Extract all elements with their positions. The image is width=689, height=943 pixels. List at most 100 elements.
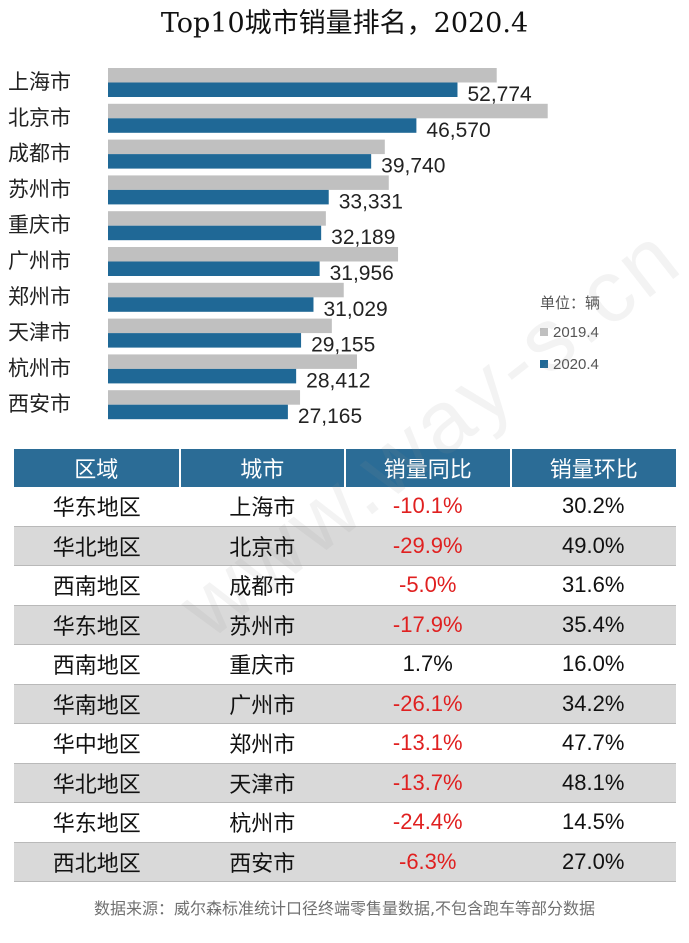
category-label: 西安市: [8, 392, 71, 416]
city-cell: 成都市: [179, 565, 345, 606]
region-cell: 西南地区: [14, 565, 180, 606]
mom-cell: 27.0%: [510, 842, 676, 882]
yoy-cell: 1.7%: [345, 644, 511, 685]
city-cell: 郑州市: [179, 723, 345, 764]
legend-label-2019: 2019.4: [553, 324, 599, 341]
bar-chart: 上海市 52,774 北京市 46,570 成都市 39,740 苏州市 33,331 重庆市 3…: [8, 68, 600, 428]
legend-swatch-2019: [540, 328, 548, 336]
bar-2019: [108, 354, 357, 369]
yoy-cell: -5.0%: [345, 565, 511, 606]
value-label: 33,331: [339, 190, 403, 213]
region-cell: 华东地区: [14, 605, 180, 645]
region-cell: 华中地区: [14, 723, 180, 764]
yoy-cell: -29.9%: [345, 526, 511, 566]
mom-cell: 30.2%: [510, 487, 676, 527]
mom-cell: 16.0%: [510, 644, 676, 685]
city-cell: 上海市: [179, 487, 345, 527]
bar-2019: [108, 68, 497, 83]
region-cell: 华东地区: [14, 802, 180, 843]
city-cell: 苏州市: [179, 605, 345, 645]
city-cell: 北京市: [179, 526, 345, 566]
city-cell: 广州市: [179, 684, 345, 724]
yoy-cell: -24.4%: [345, 802, 511, 843]
bar-2019: [108, 211, 326, 226]
region-cell: 华北地区: [14, 526, 180, 566]
yoy-cell: -10.1%: [345, 487, 511, 527]
mom-cell: 35.4%: [510, 605, 676, 645]
category-label: 北京市: [8, 106, 71, 130]
city-cell: 重庆市: [179, 644, 345, 685]
sales-table: 区域 城市 销量同比 销量环比 华东地区 上海市 -10.1% 30.2% 华北地区 北京…: [14, 449, 676, 882]
category-label: 郑州市: [8, 285, 71, 309]
category-label: 杭州市: [8, 356, 71, 380]
header-mom: 销量环比: [509, 449, 676, 487]
bar-2019: [108, 139, 385, 155]
table-row: 西北地区 西安市 -6.3% 27.0%: [14, 842, 676, 882]
bar-2019: [108, 282, 344, 298]
city-cell: 杭州市: [179, 802, 345, 843]
table-row: 华中地区 郑州市 -13.1% 47.7%: [14, 723, 676, 764]
mom-cell: 48.1%: [510, 763, 676, 803]
category-label: 成都市: [8, 142, 71, 166]
value-label: 27,165: [298, 405, 362, 428]
yoy-cell: -13.7%: [345, 763, 511, 803]
category-label: 上海市: [8, 70, 71, 94]
header-region: 区域: [14, 449, 180, 487]
header-yoy: 销量同比: [344, 449, 511, 487]
mom-cell: 34.2%: [510, 684, 676, 724]
city-cell: 西安市: [179, 842, 345, 882]
bar-2020: [108, 154, 372, 169]
region-cell: 西南地区: [14, 644, 180, 685]
bar-2020: [108, 297, 314, 312]
bar-2019: [108, 247, 399, 262]
category-label: 苏州市: [8, 177, 71, 201]
bar-2020: [108, 189, 329, 205]
region-cell: 西北地区: [14, 842, 180, 882]
bar-2020: [108, 118, 417, 133]
value-label: 32,189: [331, 226, 395, 249]
table-row: 华北地区 天津市 -13.7% 48.1%: [14, 763, 676, 803]
value-label: 39,740: [381, 155, 445, 178]
mom-cell: 49.0%: [510, 526, 676, 566]
yoy-cell: -6.3%: [345, 842, 511, 882]
table-row: 西南地区 重庆市 1.7% 16.0%: [14, 644, 676, 685]
bar-2020: [108, 82, 458, 97]
value-label: 52,774: [467, 83, 532, 106]
chart-title: Top10城市销量排名，2020.4: [160, 8, 529, 39]
table-row: 华东地区 杭州市 -24.4% 14.5%: [14, 802, 676, 843]
bar-2020: [108, 404, 288, 420]
value-label: 29,155: [311, 334, 375, 357]
unit-label: 单位：辆: [540, 295, 600, 312]
legend-swatch-2020: [540, 360, 548, 368]
yoy-cell: -13.1%: [345, 723, 511, 764]
value-label: 31,956: [330, 262, 394, 285]
table-row: 华北地区 北京市 -29.9% 49.0%: [14, 526, 676, 566]
region-cell: 华北地区: [14, 763, 180, 803]
table-row: 西南地区 成都市 -5.0% 31.6%: [14, 565, 676, 606]
value-label: 31,029: [323, 298, 387, 321]
header-city: 城市: [178, 449, 345, 487]
value-label: 46,570: [426, 119, 490, 142]
yoy-cell: -26.1%: [345, 684, 511, 724]
legend-label-2020: 2020.4: [553, 356, 599, 373]
region-cell: 华东地区: [14, 487, 180, 527]
bar-2019: [108, 175, 389, 190]
bar-2020: [108, 261, 320, 276]
bar-2019: [108, 318, 332, 334]
bar-2019: [108, 390, 301, 405]
table-body: 华东地区 上海市 -10.1% 30.2% 华北地区 北京市 -29.9% 49.0% 西南地区…: [14, 487, 676, 882]
mom-cell: 31.6%: [510, 565, 676, 606]
mom-cell: 47.7%: [510, 723, 676, 764]
table-row: 华东地区 上海市 -10.1% 30.2%: [14, 487, 676, 527]
bar-2020: [108, 368, 297, 384]
table-row: 华东地区 苏州市 -17.9% 35.4%: [14, 605, 676, 645]
bar-2020: [108, 333, 302, 348]
table-row: 华南地区 广州市 -26.1% 34.2%: [14, 684, 676, 724]
bar-2020: [108, 225, 322, 241]
table-header-row: 区域 城市 销量同比 销量环比: [14, 449, 676, 487]
source-note: 数据来源：威尔森标准统计口径终端零售量数据,不包含跑车等部分数据: [93, 899, 596, 918]
bar-2019: [108, 103, 548, 119]
category-label: 广州市: [8, 249, 71, 273]
value-label: 28,412: [306, 369, 370, 392]
mom-cell: 14.5%: [510, 802, 676, 843]
